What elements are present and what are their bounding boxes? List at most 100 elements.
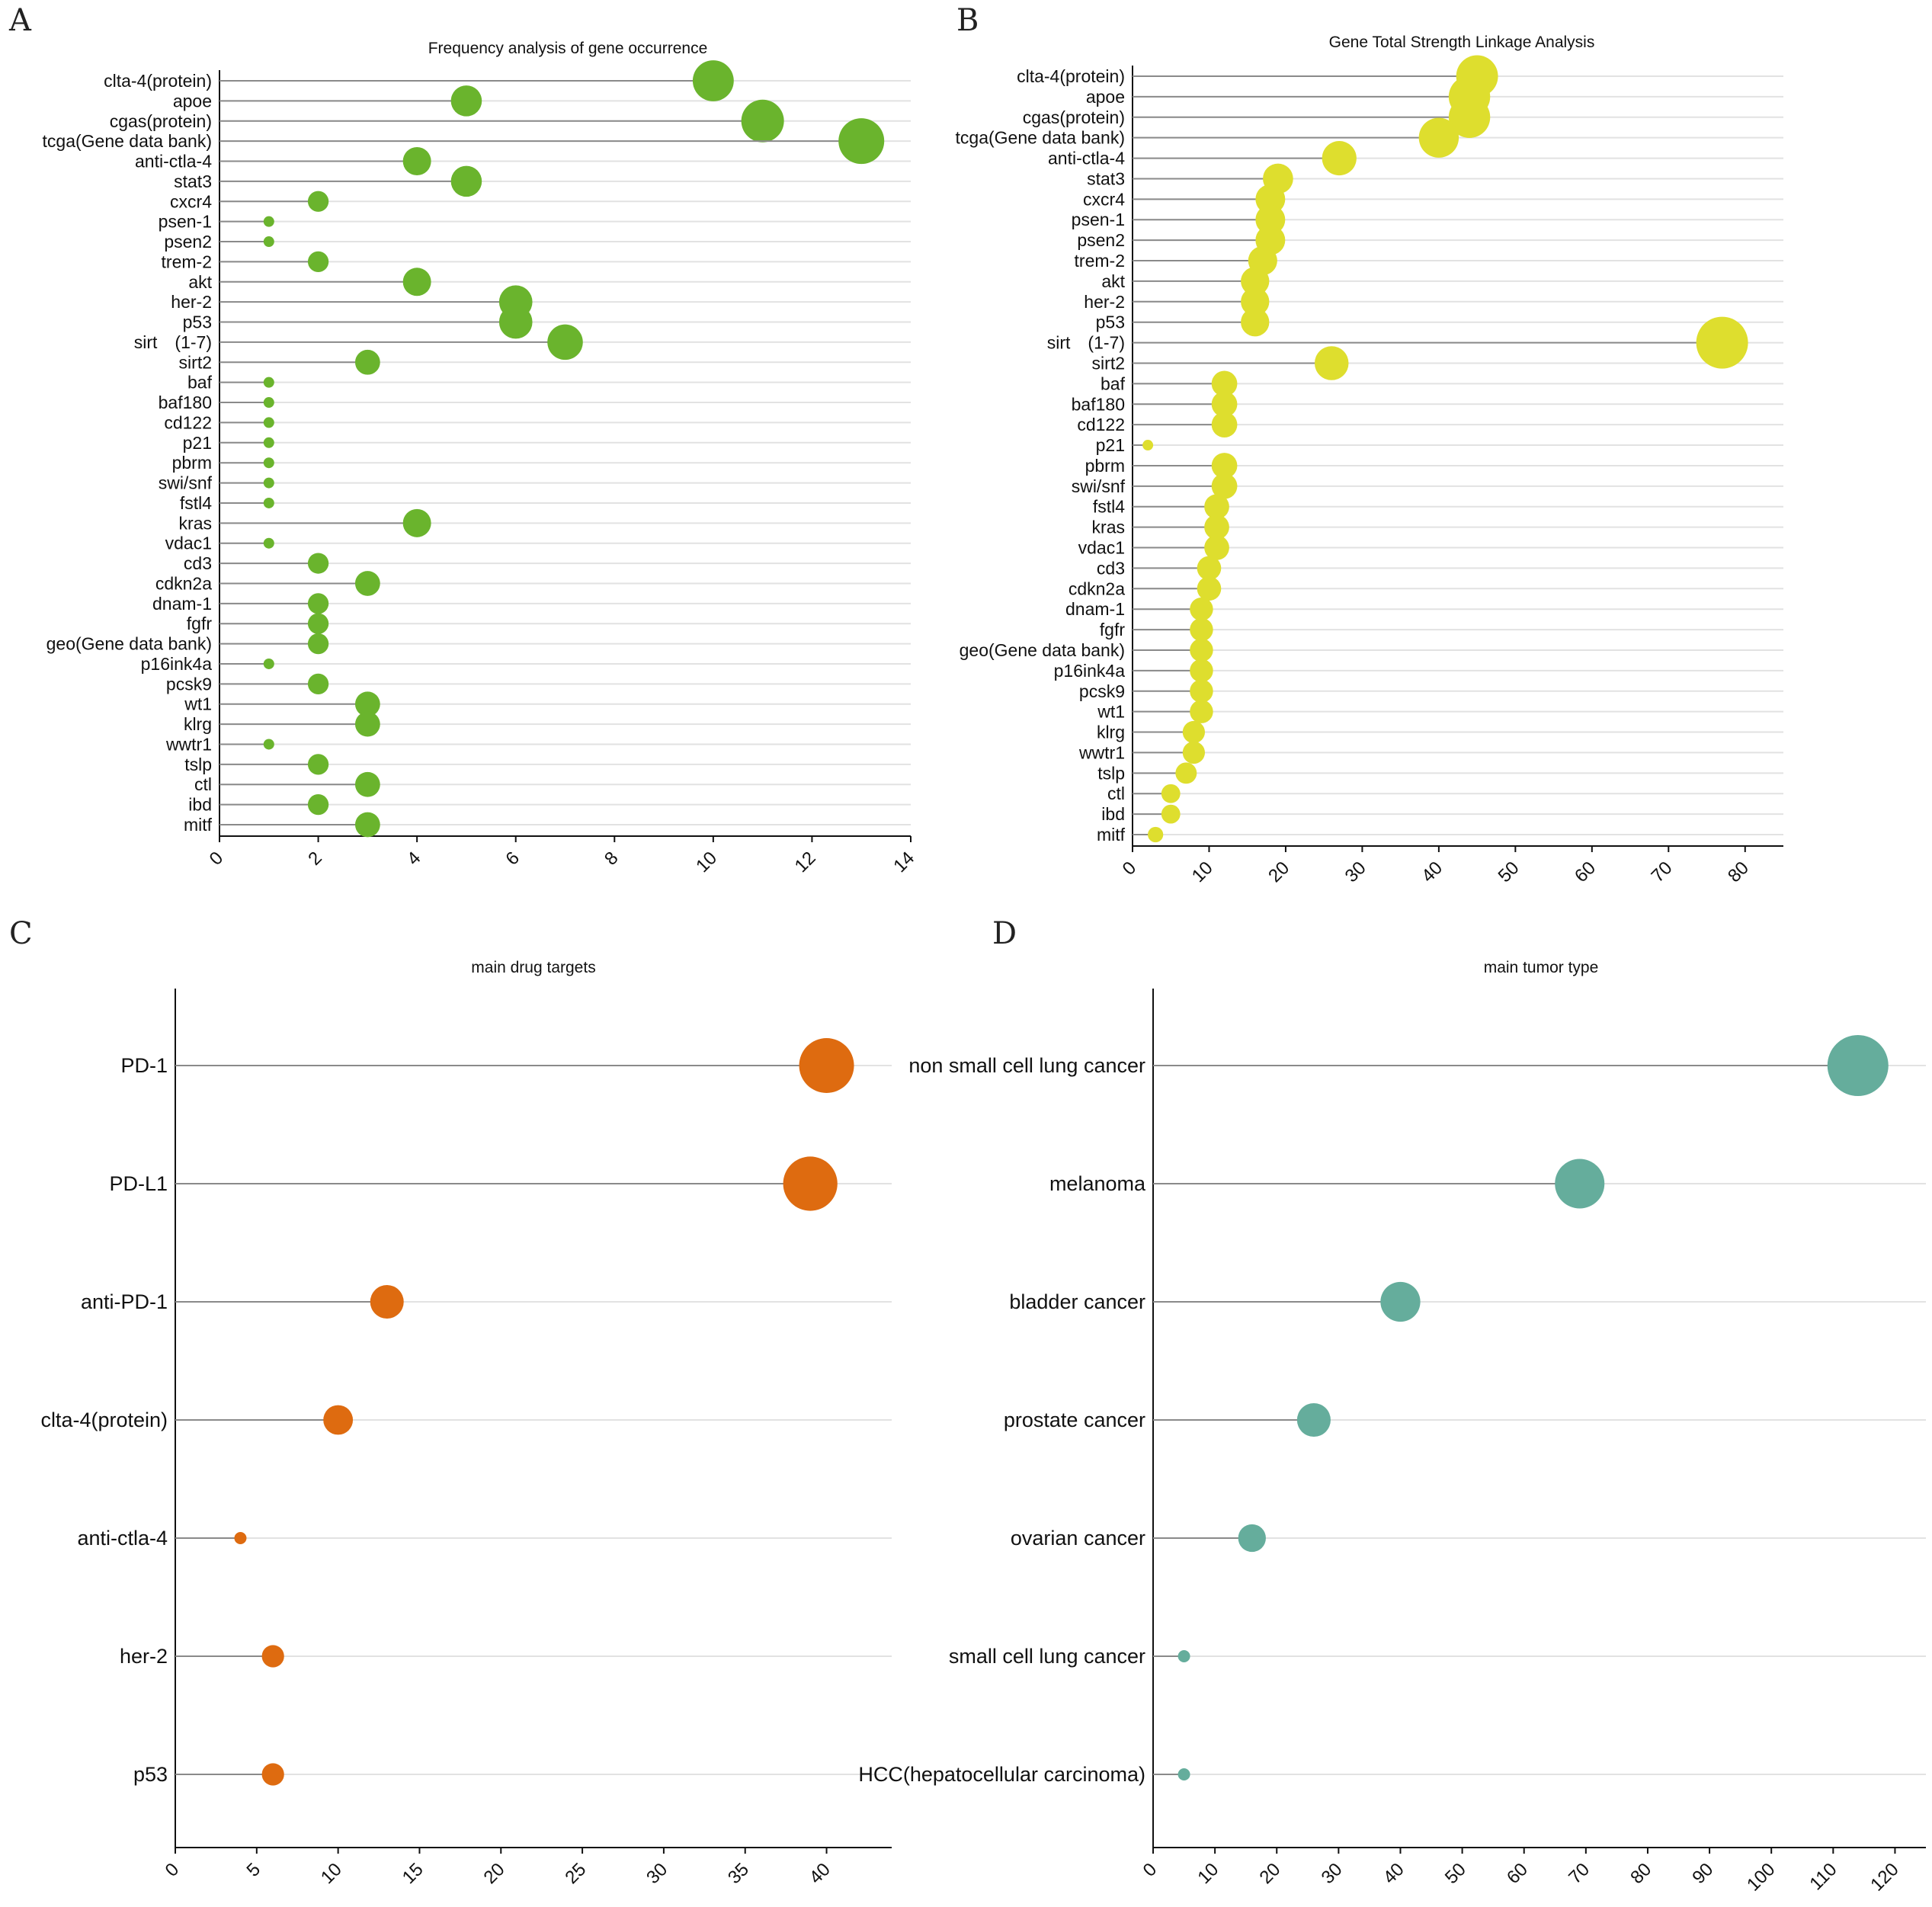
bubble-point (1211, 391, 1238, 418)
x-tick-label: 70 (1648, 857, 1677, 886)
category-label: melanoma (1049, 1172, 1146, 1195)
bubble-point (1380, 1281, 1421, 1322)
x-tick-label: 0 (1139, 1859, 1161, 1881)
category-label: ovarian cancer (1011, 1527, 1145, 1550)
category-label: clta-4(protein) (1017, 66, 1125, 86)
bubble-point (1448, 96, 1491, 138)
category-label: stat3 (1087, 168, 1125, 188)
bubble-point (783, 1156, 838, 1211)
category-label: psen2 (164, 232, 212, 252)
category-label: akt (188, 272, 212, 292)
bubble-point (402, 147, 431, 176)
category-label: apoe (1086, 87, 1125, 107)
x-tick-label: 70 (1565, 1859, 1594, 1888)
bubble-point (1190, 617, 1213, 642)
category-label: bladder cancer (1009, 1290, 1145, 1313)
category-label: p16ink4a (141, 654, 213, 674)
category-label: anti-PD-1 (81, 1290, 168, 1313)
chart-c: 0 5 10 15 20 25 30 35 40 PD-1 PD-L1 anti-PD-1 clta-4… (40, 989, 892, 1888)
bubble-point (1418, 117, 1459, 158)
x-tick-label: 40 (1418, 857, 1447, 886)
category-label: fgfr (1100, 620, 1126, 639)
category-label: tslp (184, 755, 212, 774)
category-label: tcga(Gene data bank) (956, 128, 1125, 148)
category-label: anti-ctla-4 (135, 152, 212, 171)
bubble-point (1190, 638, 1213, 662)
category-label: her-2 (171, 292, 212, 312)
bubble-point (1696, 316, 1748, 369)
category-label: wwtr1 (1078, 742, 1125, 762)
bubble-point (1190, 700, 1213, 723)
bubble-point (1197, 576, 1222, 601)
bubble-point (354, 349, 380, 375)
category-label: pcsk9 (166, 674, 212, 694)
x-tick-label: 12 (791, 848, 820, 877)
x-tick-label: 0 (1119, 857, 1141, 880)
category-label: cgas(protein) (110, 111, 212, 131)
category-label: HCC(hepatocellular carcinoma) (858, 1763, 1145, 1786)
bubble-point (1241, 267, 1270, 296)
category-label: non small cell lung cancer (908, 1054, 1145, 1077)
bubble-point (498, 305, 533, 339)
category-label: mitf (184, 815, 213, 835)
x-tick-label: 15 (399, 1859, 428, 1888)
x-tick-label: 20 (480, 1859, 509, 1888)
bubble-point (261, 1763, 284, 1786)
bubble-point (1296, 1402, 1331, 1437)
category-label: p53 (1096, 312, 1125, 332)
bubble-point (1255, 204, 1286, 235)
category-label: fstl4 (180, 493, 212, 513)
bubble-point (354, 771, 380, 797)
category-label: psen-1 (1072, 210, 1125, 229)
x-tick-label: 50 (1441, 1859, 1470, 1888)
category-label: apoe (173, 91, 212, 111)
chart-title-c: main drug targets (471, 959, 595, 976)
bubble-point (1322, 140, 1357, 176)
category-label: her-2 (1084, 292, 1125, 312)
bubble-point (1177, 1768, 1190, 1780)
category-label: wwtr1 (165, 734, 212, 754)
category-label: ctl (1107, 784, 1125, 803)
bubble-point (263, 236, 274, 248)
category-label: small cell lung cancer (949, 1645, 1145, 1668)
category-label: her-2 (120, 1645, 168, 1668)
bubble-point (799, 1038, 854, 1093)
x-tick-label: 20 (1256, 1859, 1285, 1888)
category-label: vdac1 (165, 534, 212, 553)
x-tick-label: 60 (1503, 1859, 1532, 1888)
bubble-point (307, 793, 329, 816)
x-tick-label: 4 (403, 848, 425, 870)
category-label: klrg (184, 714, 212, 734)
bubble-point (307, 593, 329, 614)
panel-letter-b: B (956, 3, 979, 38)
bubble-point (307, 613, 329, 634)
bubble-point (261, 1645, 284, 1668)
x-tick-label: 90 (1688, 1859, 1717, 1888)
category-label: wt1 (184, 694, 212, 714)
bubble-point (263, 397, 274, 409)
bubble-point (263, 658, 274, 669)
bubble-point (1827, 1035, 1889, 1096)
category-label: cxcr4 (1083, 189, 1125, 209)
bubble-point (1555, 1159, 1605, 1209)
x-tick-label: 5 (243, 1859, 265, 1881)
x-tick-label: 40 (806, 1859, 835, 1888)
x-tick-label: 120 (1866, 1859, 1902, 1895)
category-label: baf (1101, 373, 1126, 393)
x-tick-label: 0 (206, 848, 228, 870)
category-label: trem-2 (1075, 251, 1125, 271)
category-label: pcsk9 (1079, 681, 1125, 701)
x-tick-label: 30 (642, 1859, 671, 1888)
bubble-point (323, 1405, 354, 1435)
panel-letter-d: D (992, 916, 1017, 951)
category-label: tslp (1097, 763, 1125, 783)
category-label: cdkn2a (155, 573, 212, 593)
category-label: akt (1101, 271, 1125, 291)
category-label: ibd (188, 795, 212, 815)
x-tick-label: 30 (1318, 1859, 1347, 1888)
bubble-point (838, 118, 885, 165)
category-label: swi/snf (1072, 476, 1126, 496)
category-label: pbrm (1085, 456, 1125, 476)
bubble-point (450, 165, 482, 197)
category-label: ibd (1101, 804, 1125, 824)
